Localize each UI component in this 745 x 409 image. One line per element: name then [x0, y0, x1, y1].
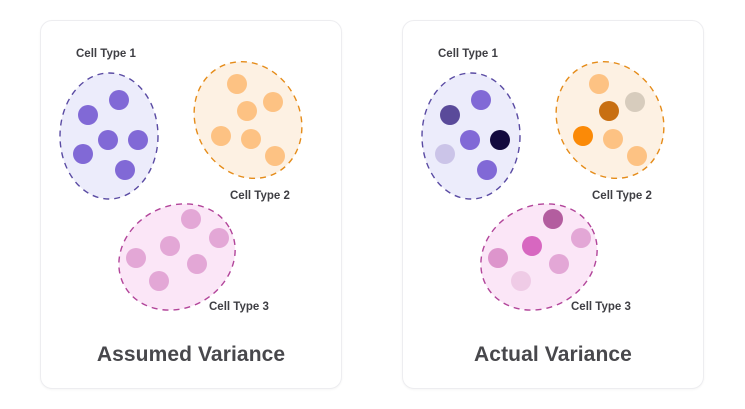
cell-dot-type-2	[599, 101, 619, 121]
cell-dot-type-3	[126, 248, 146, 268]
cell-dot-type-2	[211, 126, 231, 146]
cell-dot-type-3	[511, 271, 531, 291]
cell-dot-type-1	[460, 130, 480, 150]
actual-variance-panel: Cell Type 1 Cell Type 2 Cell Type 3 Actu…	[402, 20, 704, 389]
cell-dot-type-1	[435, 144, 455, 164]
cell-dot-type-3	[187, 254, 207, 274]
cell-dot-type-3	[488, 248, 508, 268]
cell-dot-type-1	[128, 130, 148, 150]
cell-dot-type-2	[263, 92, 283, 112]
cell-dot-type-1	[440, 105, 460, 125]
cell-dot-type-3	[522, 236, 542, 256]
cell-dot-type-2	[627, 146, 647, 166]
cell-type-1-label: Cell Type 1	[438, 48, 498, 60]
cell-dot-type-3	[549, 254, 569, 274]
cell-type-2-label: Cell Type 2	[592, 190, 652, 202]
cell-type-3-label: Cell Type 3	[571, 301, 631, 313]
cell-dot-type-2	[265, 146, 285, 166]
cell-dot-type-1	[490, 130, 510, 150]
cell-dot-type-3	[571, 228, 591, 248]
assumed-variance-diagram: Cell Type 1 Cell Type 2 Cell Type 3	[59, 48, 303, 313]
cell-dot-type-3	[543, 209, 563, 229]
cell-dot-type-1	[115, 160, 135, 180]
cell-dot-type-1	[477, 160, 497, 180]
cell-dot-type-2	[589, 74, 609, 94]
cell-dot-type-2	[237, 101, 257, 121]
cell-type-2-label: Cell Type 2	[230, 190, 290, 202]
panel-title: Actual Variance	[474, 343, 632, 366]
cell-dot-type-2	[227, 74, 247, 94]
cell-type-1-label: Cell Type 1	[76, 48, 136, 60]
cell-dot-type-1	[98, 130, 118, 150]
cell-dot-type-3	[181, 209, 201, 229]
cell-dot-type-2	[241, 129, 261, 149]
cell-dots	[73, 74, 285, 291]
cell-type-3-label: Cell Type 3	[209, 301, 269, 313]
cell-dot-type-2	[625, 92, 645, 112]
cell-dot-type-3	[209, 228, 229, 248]
cell-type-3-cluster	[480, 203, 598, 311]
cell-dot-type-1	[471, 90, 491, 110]
panel-title: Assumed Variance	[96, 343, 286, 366]
cell-dot-type-3	[149, 271, 169, 291]
assumed-variance-panel: Cell Type 1 Cell Type 2 Cell Type 3 Assu…	[40, 20, 342, 389]
actual-variance-diagram: Cell Type 1 Cell Type 2 Cell Type 3	[421, 48, 665, 313]
cell-type-3-cluster	[118, 203, 236, 311]
cell-dots	[435, 74, 647, 291]
cell-dot-type-2	[573, 126, 593, 146]
cell-dot-type-1	[109, 90, 129, 110]
cell-dot-type-1	[78, 105, 98, 125]
cell-dot-type-2	[603, 129, 623, 149]
cell-dot-type-1	[73, 144, 93, 164]
cell-dot-type-3	[160, 236, 180, 256]
